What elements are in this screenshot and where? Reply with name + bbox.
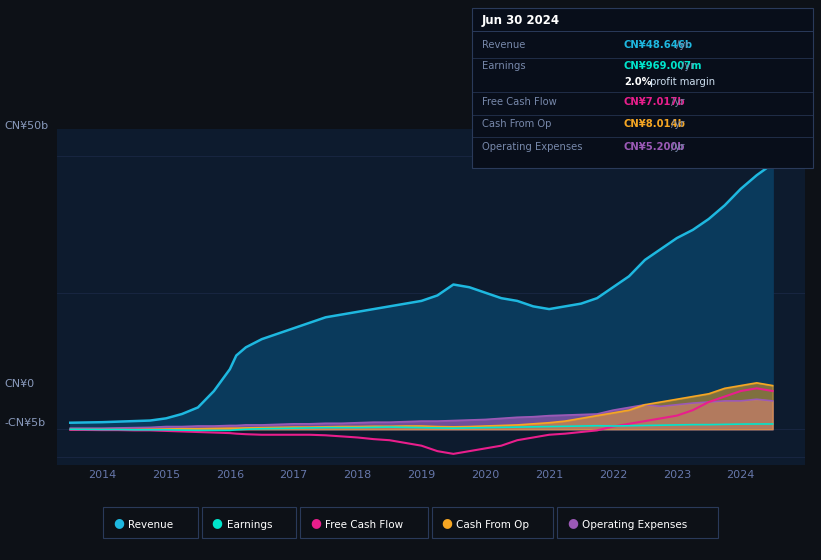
Text: Jun 30 2024: Jun 30 2024 [482,14,560,27]
Text: /yr: /yr [678,61,695,71]
Text: 2.0%: 2.0% [624,77,652,87]
Text: CN¥969.007m: CN¥969.007m [624,61,703,71]
Text: CN¥7.017b: CN¥7.017b [624,97,686,107]
Text: ●: ● [112,516,124,529]
Text: CN¥8.014b: CN¥8.014b [624,119,686,129]
Text: Operating Expenses: Operating Expenses [582,520,687,530]
Text: Free Cash Flow: Free Cash Flow [482,97,557,107]
Text: /yr: /yr [668,142,685,152]
Text: Revenue: Revenue [128,520,173,530]
Text: profit margin: profit margin [647,77,715,87]
Text: -CN¥5b: -CN¥5b [4,418,45,428]
Text: CN¥5.200b: CN¥5.200b [624,142,686,152]
Text: /yr: /yr [673,40,690,50]
Text: Free Cash Flow: Free Cash Flow [325,520,403,530]
Text: ●: ● [310,516,321,529]
Text: Revenue: Revenue [482,40,525,50]
Text: CN¥50b: CN¥50b [4,121,48,131]
Text: Earnings: Earnings [227,520,272,530]
Text: CN¥48.646b: CN¥48.646b [624,40,693,50]
Text: /yr: /yr [668,119,685,129]
Text: ●: ● [566,516,578,529]
Text: Cash From Op: Cash From Op [456,520,530,530]
Text: ●: ● [441,516,452,529]
Text: CN¥0: CN¥0 [4,379,34,389]
Text: Earnings: Earnings [482,61,525,71]
Text: Operating Expenses: Operating Expenses [482,142,582,152]
Text: Cash From Op: Cash From Op [482,119,552,129]
Text: ●: ● [211,516,222,529]
Text: /yr: /yr [668,97,685,107]
